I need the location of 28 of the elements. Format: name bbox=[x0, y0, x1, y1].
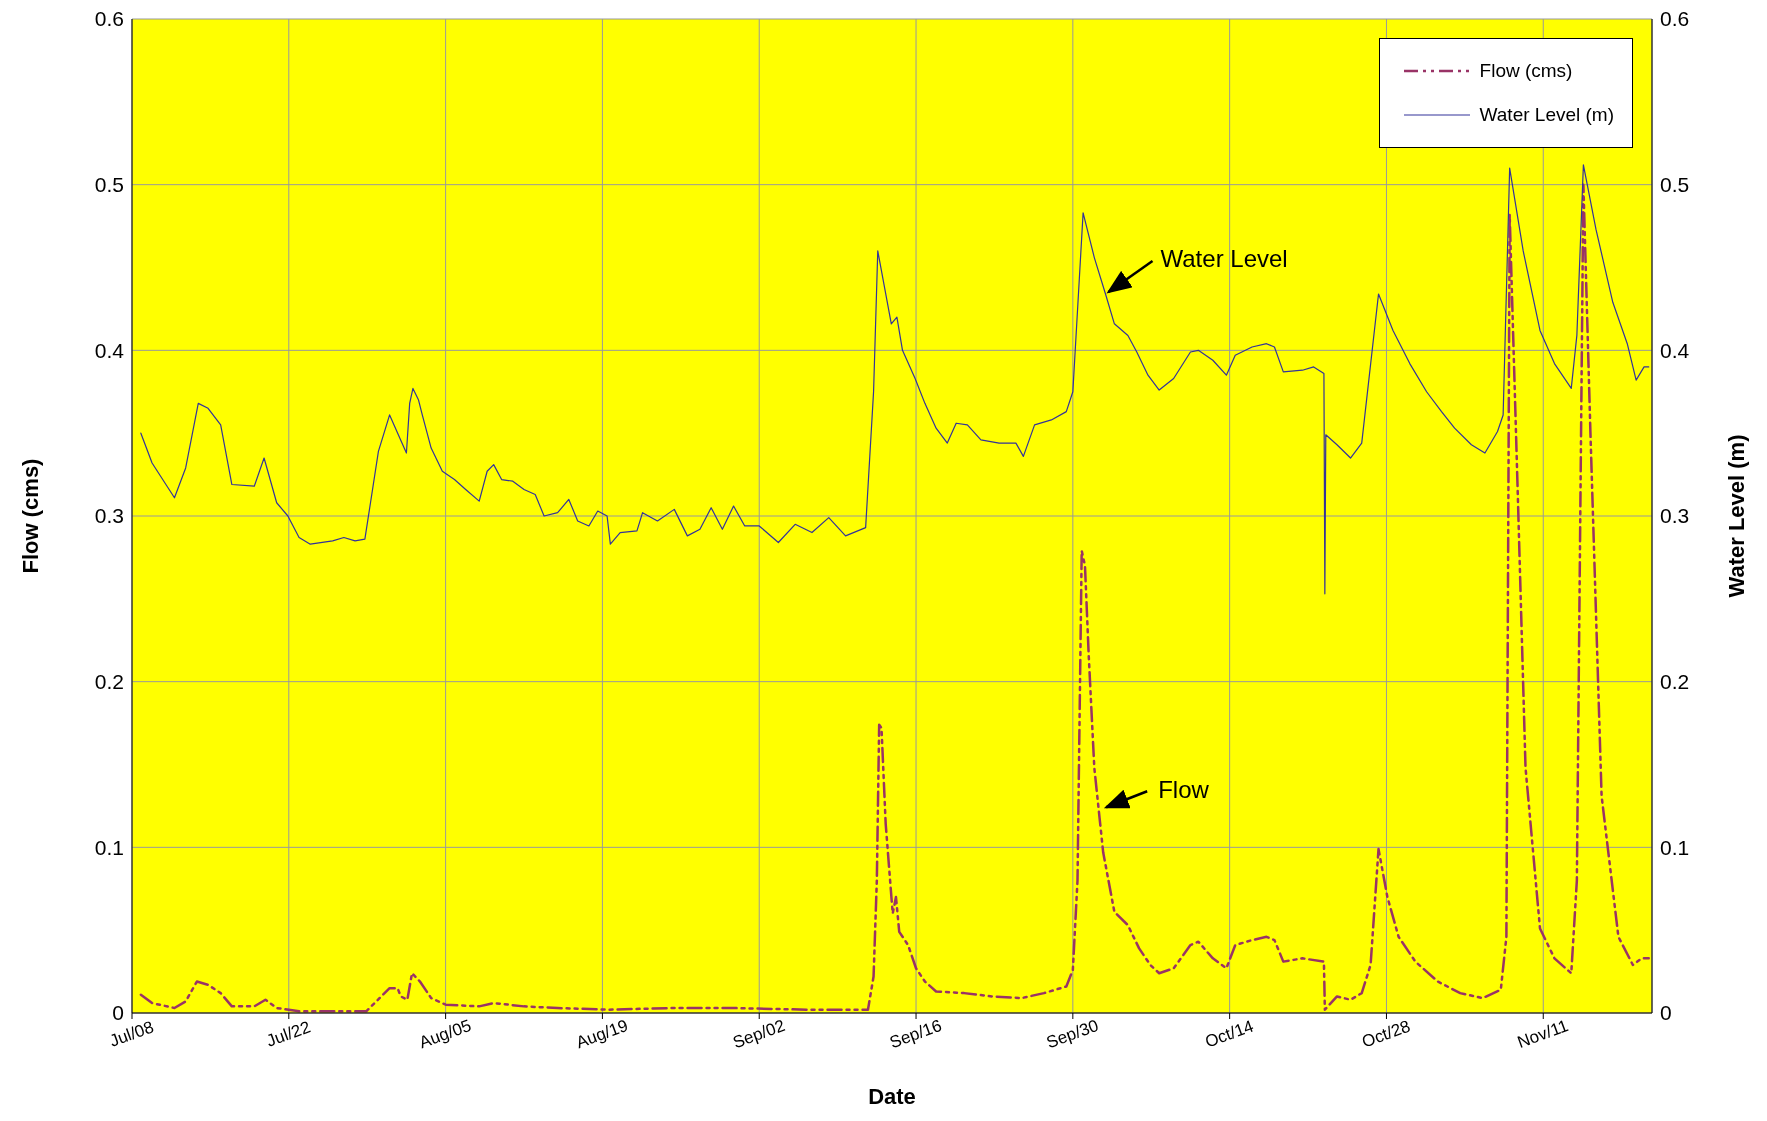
x-tick-label: Sep/02 bbox=[730, 1015, 788, 1053]
y-tick-label: 0.2 bbox=[94, 670, 124, 694]
y2-tick-label: 0.2 bbox=[1660, 670, 1690, 694]
y-tick-label: 0.6 bbox=[94, 7, 124, 31]
x-tick-label: Oct/14 bbox=[1202, 1016, 1257, 1052]
y-tick-label: 0 bbox=[112, 1001, 124, 1025]
y2-tick-label: 0.4 bbox=[1660, 338, 1690, 362]
y2-tick-label: 0 bbox=[1660, 1001, 1672, 1025]
y-axis-title: Flow (cms) bbox=[17, 458, 43, 574]
x-tick-label: Jul/22 bbox=[263, 1017, 314, 1051]
x-tick-label: Sep/30 bbox=[1043, 1015, 1102, 1053]
legend-label: Flow (cms) bbox=[1479, 60, 1573, 82]
x-tick-label: Oct/28 bbox=[1359, 1016, 1413, 1052]
legend-label: Water Level (m) bbox=[1479, 104, 1614, 126]
x-tick-label: Nov/11 bbox=[1514, 1016, 1571, 1052]
y2-tick-label: 0.5 bbox=[1660, 173, 1690, 197]
y-tick-label: 0.5 bbox=[94, 173, 124, 197]
y2-tick-label: 0.6 bbox=[1660, 7, 1690, 31]
y2-axis-title: Water Level (m) bbox=[1723, 434, 1749, 598]
annotation: Water Level bbox=[1160, 245, 1288, 273]
x-tick-label: Sep/16 bbox=[887, 1015, 945, 1053]
y2-tick-label: 0.3 bbox=[1660, 504, 1690, 528]
y-tick-label: 0.1 bbox=[94, 835, 124, 859]
y2-tick-label: 0.1 bbox=[1660, 835, 1690, 859]
y-tick-label: 0.3 bbox=[94, 504, 124, 528]
y-tick-label: 0.4 bbox=[94, 338, 125, 362]
annotation: Flow bbox=[1158, 775, 1210, 803]
x-axis-title: Date bbox=[868, 1084, 916, 1109]
